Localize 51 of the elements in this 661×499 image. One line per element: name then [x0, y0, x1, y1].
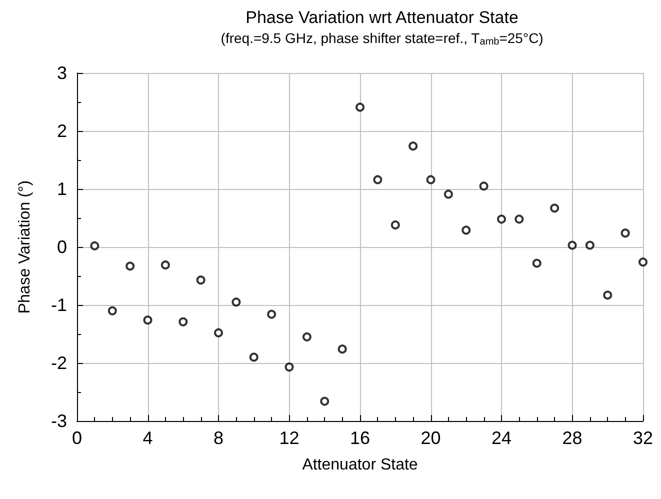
x-tick-label: 12	[279, 428, 300, 448]
point	[249, 352, 258, 362]
x-tick-label: 8	[213, 428, 224, 448]
point	[90, 241, 100, 250]
point	[320, 396, 330, 406]
x-tick-label: 32	[632, 428, 654, 448]
chart-title: Phase Variation wrt Attenuator State	[246, 8, 518, 27]
x-tick-label: 24	[491, 428, 512, 448]
x-tick-label: 20	[420, 428, 441, 448]
y-tick-label: -3	[50, 411, 67, 431]
point	[143, 316, 152, 325]
point	[338, 344, 347, 354]
x-tick-label: 28	[562, 428, 582, 448]
y-tick-label: -2	[50, 353, 67, 373]
point	[444, 190, 453, 199]
point	[126, 262, 135, 271]
y-tick-label: -1	[50, 295, 67, 315]
x-tick-label: 0	[72, 428, 82, 448]
y-tick-label: 3	[56, 63, 67, 83]
point	[532, 258, 542, 268]
x-tick-label: 16	[350, 428, 370, 448]
point	[232, 298, 241, 307]
point	[550, 204, 560, 213]
y-axis-title: Phase Variation (°)	[16, 180, 34, 314]
point	[497, 214, 506, 224]
point	[585, 240, 594, 250]
point	[267, 310, 276, 319]
point	[603, 290, 612, 300]
y-tick-label: 0	[56, 237, 67, 257]
x-tick-label: 4	[142, 428, 153, 448]
point	[462, 226, 471, 235]
point	[620, 228, 630, 238]
y-tick-label: 1	[56, 179, 67, 199]
point	[568, 240, 577, 250]
point	[160, 260, 170, 270]
point	[390, 220, 400, 230]
point	[284, 362, 294, 372]
point	[479, 182, 488, 191]
point	[408, 142, 418, 151]
point	[514, 214, 524, 224]
y-tick-label: 2	[56, 121, 67, 141]
point	[178, 317, 188, 326]
x-axis-title: Attenuator State	[302, 456, 418, 474]
point	[373, 175, 382, 184]
point	[196, 276, 206, 285]
point	[426, 175, 436, 184]
point	[638, 258, 648, 267]
point	[214, 328, 223, 338]
point	[302, 332, 312, 342]
point	[108, 306, 117, 316]
point	[356, 102, 364, 112]
